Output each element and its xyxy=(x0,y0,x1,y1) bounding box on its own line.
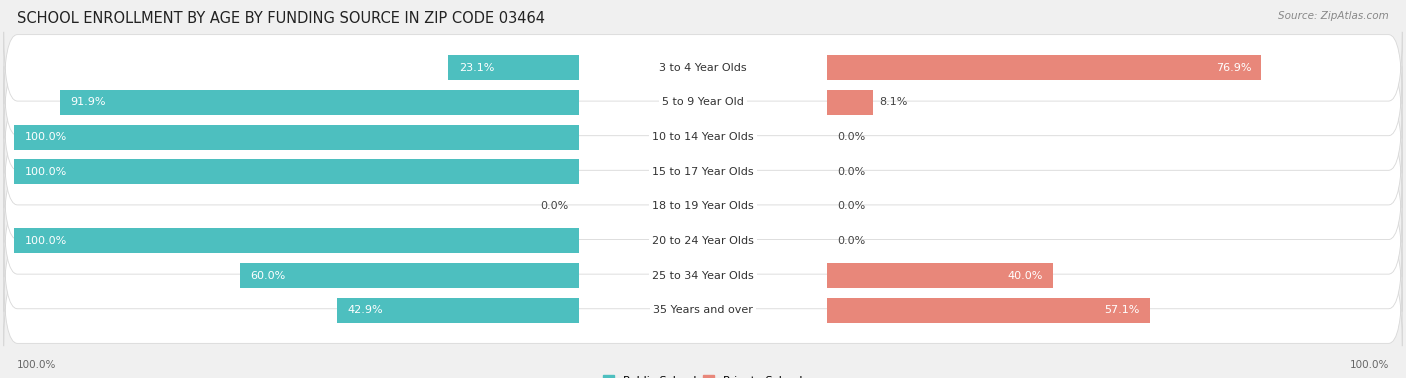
Text: 91.9%: 91.9% xyxy=(70,98,105,107)
FancyBboxPatch shape xyxy=(4,205,1402,277)
Text: 0.0%: 0.0% xyxy=(838,167,866,177)
Bar xyxy=(827,56,1261,80)
Text: SCHOOL ENROLLMENT BY AGE BY FUNDING SOURCE IN ZIP CODE 03464: SCHOOL ENROLLMENT BY AGE BY FUNDING SOUR… xyxy=(17,11,546,26)
Text: 3 to 4 Year Olds: 3 to 4 Year Olds xyxy=(659,63,747,73)
Bar xyxy=(827,90,873,115)
Bar xyxy=(60,90,579,115)
Bar xyxy=(827,298,1150,322)
Bar xyxy=(14,125,579,150)
Text: 100.0%: 100.0% xyxy=(17,361,56,370)
Text: 100.0%: 100.0% xyxy=(24,236,66,246)
Bar xyxy=(240,263,579,288)
FancyBboxPatch shape xyxy=(4,101,1402,173)
Text: 0.0%: 0.0% xyxy=(838,201,866,211)
Bar xyxy=(449,56,579,80)
Text: 100.0%: 100.0% xyxy=(1350,361,1389,370)
Text: 42.9%: 42.9% xyxy=(347,305,382,315)
Text: 15 to 17 Year Olds: 15 to 17 Year Olds xyxy=(652,167,754,177)
Bar xyxy=(14,159,579,184)
FancyBboxPatch shape xyxy=(4,274,1402,346)
Text: 76.9%: 76.9% xyxy=(1216,63,1251,73)
Text: 0.0%: 0.0% xyxy=(838,236,866,246)
Text: 100.0%: 100.0% xyxy=(24,132,66,142)
FancyBboxPatch shape xyxy=(4,136,1402,208)
Text: 5 to 9 Year Old: 5 to 9 Year Old xyxy=(662,98,744,107)
FancyBboxPatch shape xyxy=(4,240,1402,311)
Bar xyxy=(14,228,579,253)
Text: 60.0%: 60.0% xyxy=(250,271,285,280)
Text: 10 to 14 Year Olds: 10 to 14 Year Olds xyxy=(652,132,754,142)
FancyBboxPatch shape xyxy=(4,170,1402,242)
Text: 0.0%: 0.0% xyxy=(838,132,866,142)
Text: 20 to 24 Year Olds: 20 to 24 Year Olds xyxy=(652,236,754,246)
Text: 8.1%: 8.1% xyxy=(880,98,908,107)
Bar xyxy=(336,298,579,322)
Text: 100.0%: 100.0% xyxy=(24,167,66,177)
FancyBboxPatch shape xyxy=(4,32,1402,104)
Text: 57.1%: 57.1% xyxy=(1104,305,1139,315)
Text: 40.0%: 40.0% xyxy=(1007,271,1043,280)
Text: 18 to 19 Year Olds: 18 to 19 Year Olds xyxy=(652,201,754,211)
Bar xyxy=(827,263,1053,288)
Text: 35 Years and over: 35 Years and over xyxy=(652,305,754,315)
Legend: Public School, Private School: Public School, Private School xyxy=(599,371,807,378)
FancyBboxPatch shape xyxy=(4,67,1402,138)
Text: 0.0%: 0.0% xyxy=(540,201,568,211)
Text: Source: ZipAtlas.com: Source: ZipAtlas.com xyxy=(1278,11,1389,21)
Text: 23.1%: 23.1% xyxy=(458,63,494,73)
Text: 25 to 34 Year Olds: 25 to 34 Year Olds xyxy=(652,271,754,280)
